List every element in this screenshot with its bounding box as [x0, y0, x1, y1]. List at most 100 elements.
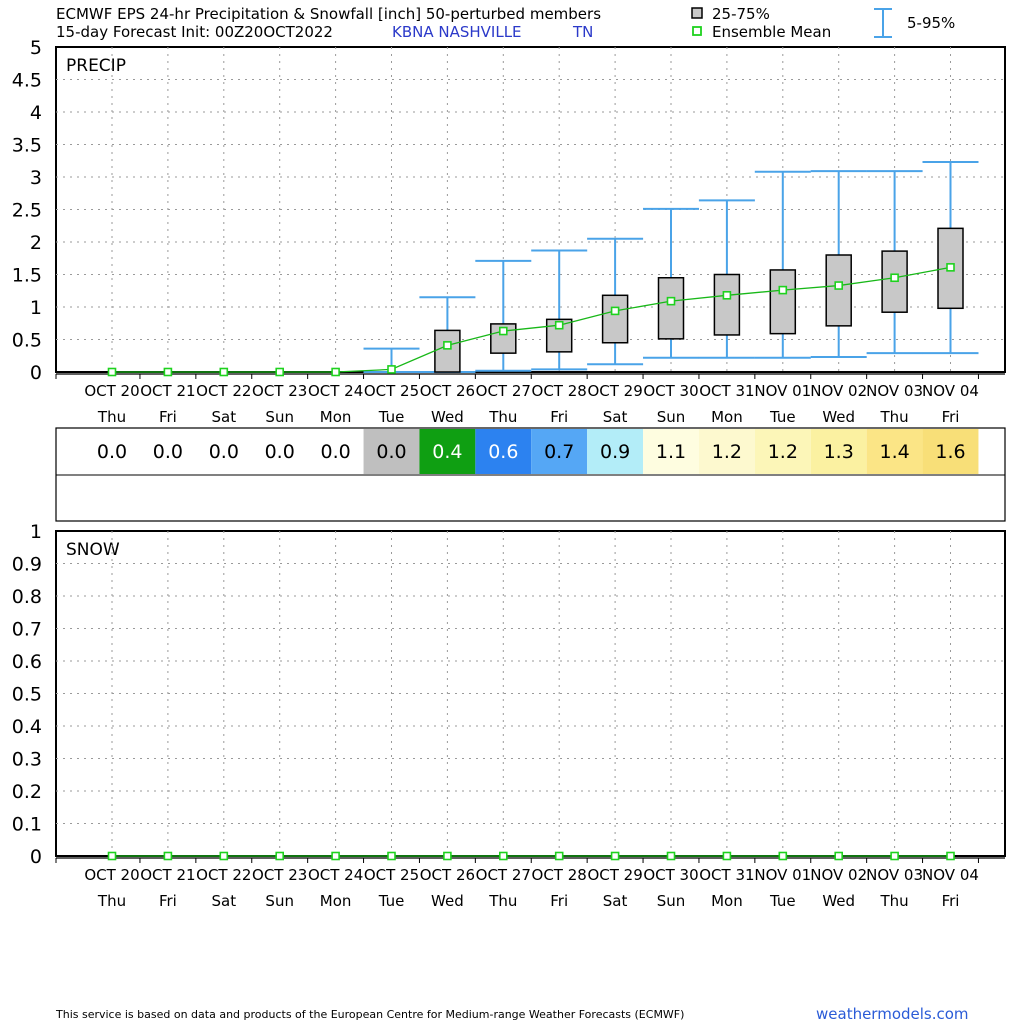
snow-mean-point [946, 851, 955, 861]
cumulative-value: 0.6 [488, 441, 518, 463]
snow-weekday-label: Sat [211, 892, 236, 910]
snow-weekday-label: Mon [320, 892, 352, 910]
precip-date-label: OCT 26 [420, 382, 475, 400]
precip-mean-point [554, 320, 564, 330]
precip-date-label: OCT 27 [476, 382, 531, 400]
precip-weekday-label: Sat [603, 408, 628, 426]
snow-date-label: OCT 27 [476, 866, 531, 884]
cumulative-cell [587, 429, 644, 474]
snow-mean-point [219, 851, 229, 861]
precip-ytick-label: 3.5 [12, 135, 42, 157]
legend-box-label: 25-75% [712, 5, 770, 23]
cumulative-value: 0.4 [432, 441, 462, 463]
snow-mean-point [275, 851, 285, 861]
precip-iqr-box [713, 273, 741, 336]
snow-date-label: NOV 01 [754, 866, 811, 884]
cumulative-value: 0.0 [153, 441, 183, 463]
precip-mean-point [610, 306, 620, 316]
cumulative-value: 1.2 [768, 441, 798, 463]
precip-ytick-label: 1.5 [12, 265, 42, 287]
cumulative-value: 0.9 [600, 441, 630, 463]
cumulative-value: 1.2 [712, 441, 742, 463]
cumulative-cell [363, 429, 420, 474]
snow-date-label: NOV 02 [810, 866, 867, 884]
snow-ytick-label: 0.2 [12, 781, 42, 803]
cumulative-cell [866, 429, 923, 474]
snow-date-label: NOV 03 [866, 866, 923, 884]
precip-weekday-label: Wed [431, 408, 464, 426]
precip-weekday-label: Sun [657, 408, 686, 426]
precip-weekday-label: Tue [378, 408, 405, 426]
snow-ytick-label: 0.9 [12, 554, 42, 576]
cumulative-value: 0.7 [544, 441, 574, 463]
cumulative-value: 1.6 [935, 441, 965, 463]
precip-ytick-label: 4 [30, 102, 42, 124]
legend-mean-swatch [692, 26, 702, 36]
snow-ytick-label: 1 [30, 521, 42, 543]
snow-weekday-label: Sun [265, 892, 294, 910]
snow-mean-point [443, 851, 452, 861]
snow-ytick-label: 0.6 [12, 651, 42, 673]
snow-date-label: OCT 29 [587, 866, 642, 884]
precip-date-label: OCT 28 [532, 382, 587, 400]
precip-mean-point [387, 365, 396, 374]
precip-ytick-label: 2.5 [12, 200, 42, 222]
snow-ytick-label: 0.1 [12, 814, 42, 836]
cumulative-value: 1.1 [656, 441, 686, 463]
snow-mean-point [554, 851, 564, 861]
snow-weekday-label: Mon [711, 892, 743, 910]
precip-ytick-label: 3 [30, 167, 42, 189]
precip-mean-point [890, 273, 899, 283]
precip-date-label: OCT 20 [84, 382, 139, 400]
precip-mean-point [163, 367, 173, 377]
footer-site-link[interactable]: weathermodels.com [816, 1005, 969, 1023]
snow-mean-point [722, 851, 732, 861]
precip-date-label: OCT 25 [364, 382, 419, 400]
snow-date-label: OCT 24 [308, 866, 363, 884]
snow-weekday-label: Wed [431, 892, 464, 910]
precip-iqr-box [657, 277, 685, 340]
precip-iqr-box [490, 323, 517, 354]
snow-weekday-label: Sun [657, 892, 686, 910]
cumulative-cell [754, 429, 811, 474]
snow-weekday-label: Thu [880, 892, 909, 910]
legend-whisker-label: 5-95% [907, 14, 955, 32]
precip-date-label: OCT 21 [140, 382, 195, 400]
snow-panel-title: SNOW [66, 540, 120, 560]
cumulative-value: 1.3 [824, 441, 854, 463]
snow-weekday-label: Tue [378, 892, 405, 910]
precip-iqr-box [545, 318, 573, 353]
cumulative-cell [643, 429, 699, 474]
precip-iqr-box [769, 269, 797, 335]
precip-weekday-label: Thu [880, 408, 909, 426]
precip-weekday-label: Wed [822, 408, 855, 426]
snow-date-label: OCT 23 [252, 866, 307, 884]
snow-ytick-label: 0.5 [12, 684, 42, 706]
cumulative-value: 0.0 [376, 441, 406, 463]
precip-panel-title: PRECIP [66, 56, 126, 76]
snow-weekday-label: Wed [822, 892, 855, 910]
snow-weekday-label: Fri [942, 892, 960, 910]
precip-mean-point [666, 296, 676, 306]
snow-mean-point [778, 851, 788, 861]
precip-mean-point [443, 341, 452, 350]
snow-weekday-label: Tue [769, 892, 796, 910]
precip-ytick-label: 5 [30, 37, 42, 59]
snow-date-label: OCT 21 [140, 866, 195, 884]
snow-weekday-label: Sat [603, 892, 628, 910]
snow-date-label: OCT 26 [420, 866, 475, 884]
precip-mean-point [834, 281, 844, 290]
snow-weekday-label: Thu [488, 892, 517, 910]
precip-mean-point [946, 263, 955, 272]
snow-date-label: OCT 22 [196, 866, 251, 884]
header-station: KBNA NASHVILLE [392, 23, 522, 41]
precip-mean-point [331, 367, 340, 377]
snow-date-label: OCT 31 [699, 866, 754, 884]
footer-credit: This service is based on data and produc… [55, 1008, 684, 1021]
snow-mean-point [890, 851, 899, 861]
snow-mean-point [666, 851, 676, 861]
precip-weekday-label: Sat [211, 408, 236, 426]
snow-weekday-label: Thu [97, 892, 126, 910]
precip-mean-point [219, 367, 229, 377]
